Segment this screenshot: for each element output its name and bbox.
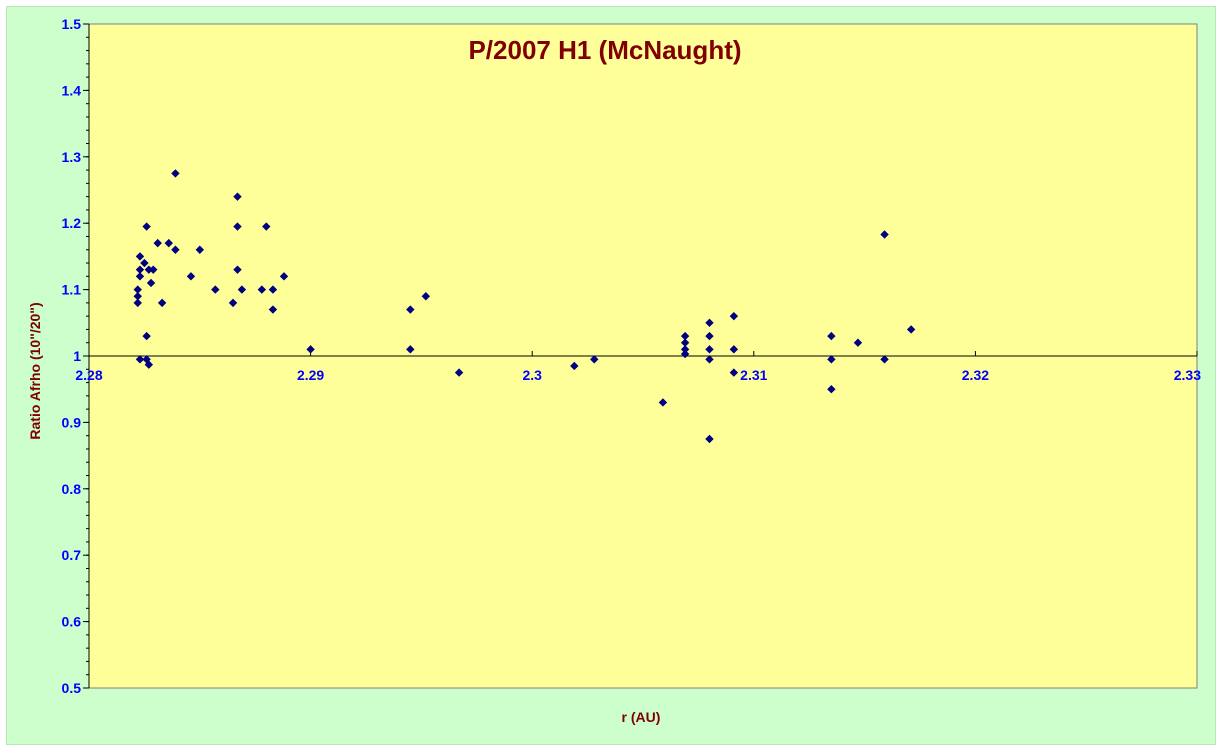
data-points xyxy=(133,169,916,444)
data-point xyxy=(680,331,690,341)
data-point xyxy=(406,305,415,314)
x-tick-label: 2.33 xyxy=(1174,367,1201,383)
data-point xyxy=(268,285,278,294)
data-point xyxy=(406,345,415,354)
x-tick-label: 2.32 xyxy=(962,367,989,383)
data-point xyxy=(233,192,242,201)
data-point xyxy=(144,360,154,369)
chart-title: P/2007 H1 (McNaught) xyxy=(468,35,741,65)
y-axis-label: Ratio Afrho (10"/20") xyxy=(27,302,43,439)
data-point xyxy=(680,349,690,359)
data-point xyxy=(237,285,247,294)
x-tick-label: 2.3 xyxy=(522,367,542,383)
y-tick-label: 1.2 xyxy=(62,215,82,231)
x-axis-label: r (AU) xyxy=(622,709,661,725)
data-point xyxy=(658,398,668,407)
data-point xyxy=(146,278,156,288)
data-point xyxy=(164,238,173,248)
data-point xyxy=(149,265,158,274)
data-point xyxy=(142,331,151,341)
data-point xyxy=(454,368,464,377)
data-point xyxy=(133,285,142,294)
data-point xyxy=(306,345,315,354)
data-point xyxy=(279,272,289,281)
y-tick-label: 1.4 xyxy=(62,82,82,98)
x-tick-label: 2.28 xyxy=(75,367,102,383)
data-point xyxy=(680,338,690,347)
data-point xyxy=(142,222,151,231)
data-point xyxy=(827,355,836,364)
data-point xyxy=(827,385,836,394)
x-tick-label: 2.29 xyxy=(297,367,324,383)
scatter-chart: 0.5 0.6 0.7 0.8 0.9 1 1.1 1.2 1.3 1.4 1.5 2.28 2.29… xyxy=(27,16,1201,725)
data-point xyxy=(257,285,267,294)
data-point xyxy=(233,222,242,231)
data-point xyxy=(171,169,180,178)
data-point xyxy=(827,331,836,341)
data-point xyxy=(680,345,690,354)
x-axis: 2.28 2.29 2.3 2.31 2.32 2.33 xyxy=(75,351,1201,383)
y-tick-label: 0.6 xyxy=(62,614,82,630)
chart-area: 0.5 0.6 0.7 0.8 0.9 1 1.1 1.2 1.3 1.4 1.5 2.28 2.29… xyxy=(6,6,1216,745)
data-point xyxy=(268,305,278,314)
data-point xyxy=(157,298,167,308)
y-axis: 0.5 0.6 0.7 0.8 0.9 1 1.1 1.2 1.3 1.4 1.5 xyxy=(62,16,90,696)
data-point xyxy=(186,272,196,281)
y-tick-label: 0.5 xyxy=(62,680,82,696)
data-point xyxy=(195,245,204,254)
data-point xyxy=(262,222,271,231)
data-point xyxy=(421,292,431,301)
y-tick-label: 0.7 xyxy=(62,547,82,563)
data-point xyxy=(228,298,238,308)
data-point xyxy=(853,338,863,347)
x-tick-label: 2.31 xyxy=(740,367,767,383)
y-tick-label: 0.8 xyxy=(62,481,82,497)
data-point xyxy=(133,298,142,308)
data-point xyxy=(705,345,714,354)
data-point xyxy=(570,361,579,371)
data-point xyxy=(705,318,714,327)
data-point xyxy=(135,355,145,364)
data-point xyxy=(140,258,149,268)
data-point xyxy=(705,331,714,341)
data-point xyxy=(135,265,145,274)
data-point xyxy=(705,434,714,444)
data-point xyxy=(135,272,145,281)
data-point xyxy=(171,245,180,254)
data-point xyxy=(729,368,739,377)
y-tick-label: 1 xyxy=(73,348,81,364)
y-tick-label: 1.1 xyxy=(62,282,82,298)
data-point xyxy=(590,355,599,364)
data-point xyxy=(880,230,889,239)
data-point xyxy=(906,325,916,334)
data-point xyxy=(133,292,142,301)
data-point xyxy=(729,311,739,321)
data-point xyxy=(729,345,739,354)
data-point xyxy=(233,265,242,274)
data-point xyxy=(880,355,889,364)
data-point xyxy=(135,252,145,261)
y-tick-label: 0.9 xyxy=(62,414,82,430)
data-point xyxy=(144,265,154,274)
y-tick-label: 1.5 xyxy=(62,16,82,32)
data-point xyxy=(705,355,714,364)
data-point xyxy=(153,238,162,248)
y-tick-label: 1.3 xyxy=(62,149,82,165)
data-point xyxy=(211,285,220,294)
